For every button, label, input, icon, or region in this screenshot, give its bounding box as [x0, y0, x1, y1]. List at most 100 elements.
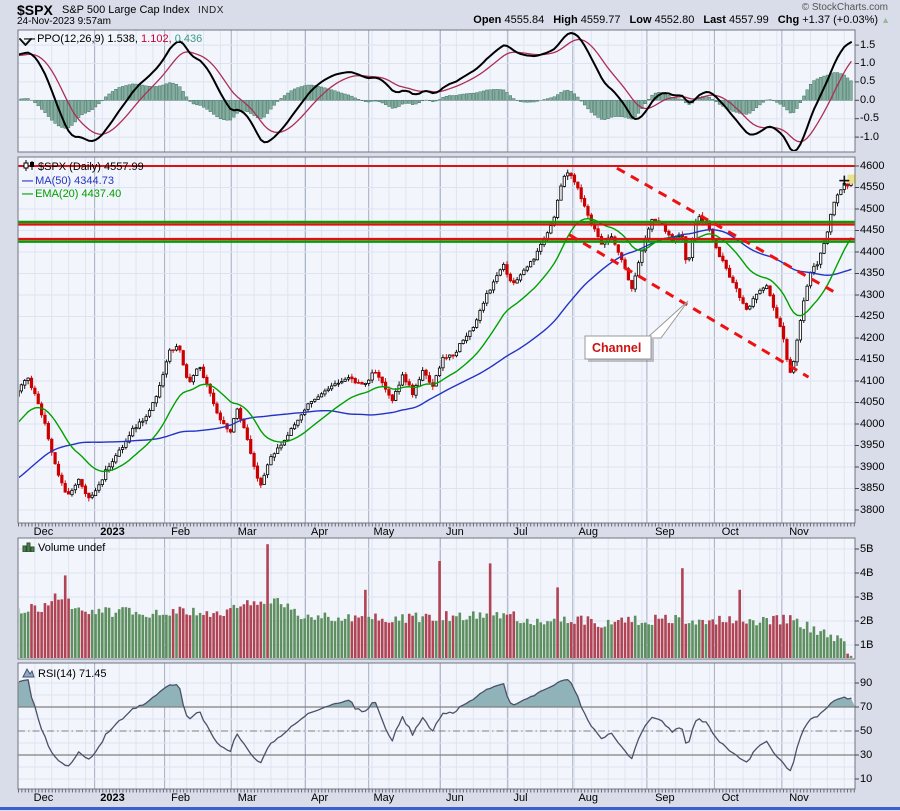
- quote-high-label: High: [553, 14, 578, 26]
- rsi-panel-border: [17, 662, 856, 790]
- month-axis-label: Mar: [237, 792, 257, 804]
- quote-last-label: Last: [703, 14, 726, 26]
- axis-tick-label: 4350: [860, 267, 885, 279]
- ema20-line: [19, 217, 852, 473]
- axis-tick-label: 1.0: [860, 57, 876, 69]
- axis-tick-label: 4500: [860, 202, 885, 215]
- month-axis-label: Dec: [33, 792, 54, 804]
- quote-open-value: 4555.84: [501, 14, 545, 26]
- axis-tick-label: 10: [860, 772, 873, 785]
- month-axis-label: Sep: [655, 526, 675, 538]
- month-axis-label: Aug: [578, 792, 599, 804]
- month-axis-label: Nov: [789, 526, 809, 538]
- stockcharts-credit: © StockCharts.com: [801, 2, 888, 13]
- axis-tick-label: 3850: [860, 482, 885, 494]
- chart-datetime: 24-Nov-2023 9:57am: [17, 16, 111, 27]
- collapse-panel-icon: [19, 38, 32, 46]
- volume-bars-icon: [22, 541, 35, 556]
- ppo-line: [19, 31, 852, 151]
- axis-tick-label: 4300: [860, 288, 885, 301]
- quote-low-value: 4552.80: [651, 14, 695, 26]
- axis-tick-label: 4550: [860, 181, 885, 193]
- axis-tick-label: 4200: [860, 331, 885, 344]
- month-axis-label: Apr: [311, 526, 329, 538]
- price-legend-ma50-row: — MA(50) 4344.73: [22, 175, 144, 188]
- price-legend-spx-row: $SPX (Daily) 4557.99: [22, 160, 144, 175]
- axis-tick-label: 4450: [860, 224, 885, 236]
- axis-tick-label: 0.0: [860, 93, 876, 106]
- month-axis-label: Jul: [513, 792, 528, 804]
- rsi-legend: RSI(14) 71.45: [22, 667, 106, 682]
- month-axis-label: Sep: [655, 792, 675, 804]
- axis-tick-label: 3900: [860, 460, 885, 473]
- ppo-line-swatch: —: [24, 33, 35, 45]
- axis-tick-label: -0.5: [860, 112, 879, 125]
- price-legend-spx: $SPX (Daily) 4557.99: [38, 161, 144, 173]
- axis-tick-label: 1B: [860, 638, 874, 651]
- month-axis-label: Nov: [789, 792, 809, 804]
- ppo-value-1: 1.538,: [107, 33, 138, 45]
- ma50-line: [19, 229, 852, 479]
- ema20-line-swatch: —: [22, 188, 33, 200]
- ppo-legend: — PPO(12,26,9) 1.538, 1.102, 0.436: [24, 33, 202, 46]
- month-axis-label: Feb: [171, 526, 191, 538]
- axis-tick-label: 0.5: [860, 75, 876, 88]
- exchange-label: INDX: [198, 5, 224, 16]
- symbol-ticker: $SPX: [17, 2, 53, 18]
- axis-tick-label: 30: [860, 748, 873, 761]
- ppo-histogram-layer: [19, 72, 853, 129]
- symbol-name: S&P 500 Large Cap Index: [62, 4, 190, 16]
- ma50-line-swatch: —: [22, 175, 33, 187]
- ppo-value-2: 1.102,: [141, 33, 172, 45]
- volume-bars-layer[interactable]: [17, 544, 853, 659]
- axis-tick-label: 3800: [860, 503, 885, 516]
- month-axis-label: 2023: [100, 526, 125, 538]
- channel-annotation-label: Channel: [592, 341, 641, 355]
- rsi-area-icon: [22, 667, 35, 682]
- axis-tick-label: 4250: [860, 310, 885, 322]
- price-legend-ma50: MA(50) 4344.73: [35, 175, 114, 187]
- axis-tick-label: 50: [860, 724, 873, 737]
- month-axis-label: Mar: [237, 526, 257, 538]
- month-axis-label: Aug: [578, 526, 599, 538]
- month-axis-label: Feb: [171, 792, 191, 804]
- month-axis-label: Oct: [721, 526, 739, 538]
- axis-tick-label: 3950: [860, 439, 885, 451]
- axis-tick-label: 4400: [860, 245, 885, 258]
- month-axis-label: Jun: [445, 792, 464, 804]
- axis-tick-label: 5B: [860, 542, 874, 555]
- price-legend-ema20: EMA(20) 4437.40: [35, 188, 122, 200]
- month-axis-label: Jun: [445, 526, 464, 538]
- ppo-value-3: 0.436: [174, 33, 203, 45]
- marker-highlight: [847, 174, 857, 184]
- rsi-line: [19, 679, 852, 772]
- price-legend: $SPX (Daily) 4557.99 — MA(50) 4344.73 — …: [22, 160, 144, 201]
- channel-lower-line: [568, 233, 810, 379]
- axis-tick-label: 4B: [860, 566, 874, 579]
- quote-high-value: 4559.77: [577, 14, 621, 26]
- channel-annotation[interactable]: Channel: [584, 300, 689, 362]
- axis-tick-label: 4050: [860, 396, 885, 408]
- bottom-border-bar: [0, 807, 900, 810]
- quote-bar: Open 4555.84 High 4559.77 Low 4552.80 Last …: [464, 14, 890, 26]
- quote-open-label: Open: [473, 14, 502, 26]
- chart-header: $SPX S&P 500 Large Cap Index INDX 24-Nov…: [0, 0, 900, 30]
- price-panel-border: [17, 156, 856, 524]
- price-legend-ema20-row: — EMA(20) 4437.40: [22, 188, 144, 201]
- month-axis-label: May: [373, 526, 395, 538]
- volume-legend-label: Volume undef: [38, 542, 106, 554]
- channel-upper-line: [616, 166, 836, 294]
- axis-tick-label: 4100: [860, 374, 885, 387]
- vol-panel-border: [17, 537, 856, 660]
- quote-last-value: 4557.99: [725, 14, 769, 26]
- month-axis-label: Apr: [311, 792, 329, 804]
- ppo-panel-border: [17, 29, 856, 153]
- axis-tick-label: -1.0: [860, 130, 879, 143]
- axis-tick-label: 70: [860, 700, 873, 713]
- axis-tick-label: 90: [860, 676, 873, 689]
- ppo-signal-line: [19, 38, 852, 143]
- axis-tick-label: 3B: [860, 590, 874, 603]
- month-axis-label: Jul: [513, 526, 528, 538]
- axis-tick-label: 2B: [860, 614, 874, 627]
